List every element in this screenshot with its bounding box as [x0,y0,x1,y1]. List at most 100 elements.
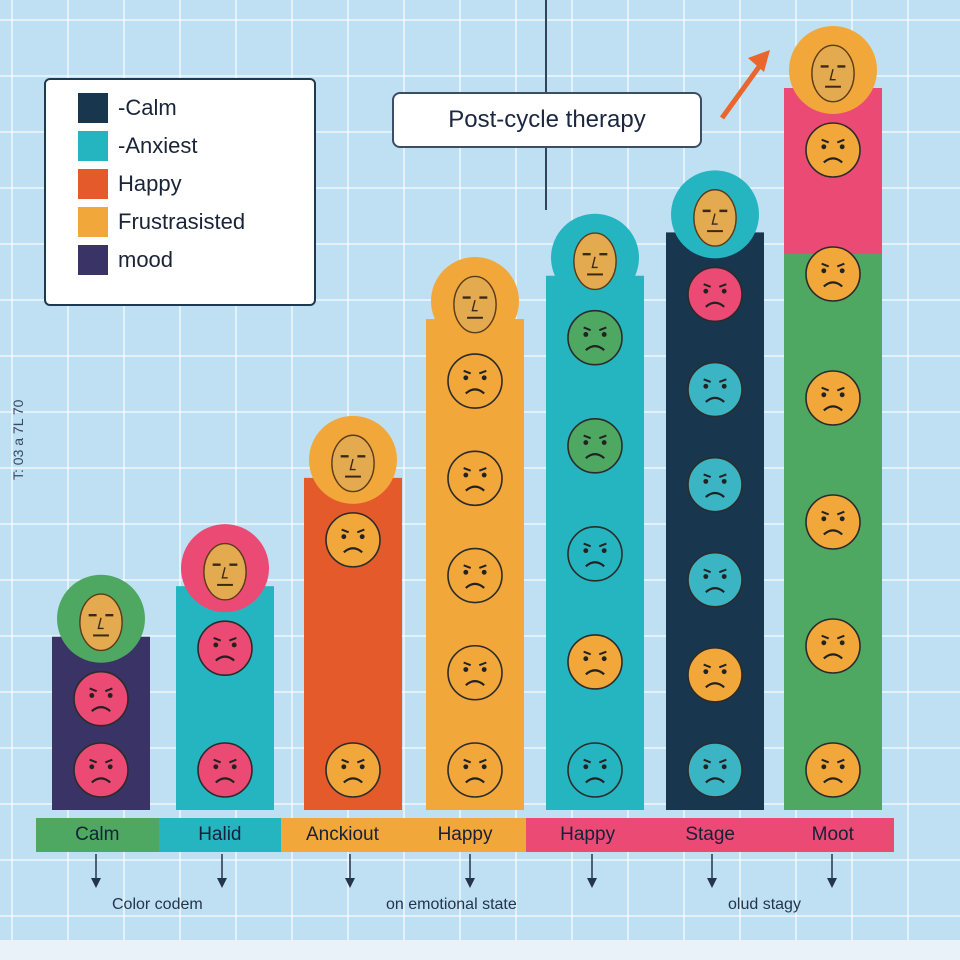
emoji-brow [213,636,237,642]
emoji-eye [703,669,709,675]
avatar-2 [181,524,269,613]
emoji-mouth [585,561,605,568]
emoji-eye [821,144,827,150]
emoji-brow [821,634,845,640]
legend-label: -Anxiest [118,133,198,158]
emoji-eye [601,656,607,662]
emoji-eye [481,375,487,381]
emoji-face [325,742,381,798]
emoji-eye [359,534,365,540]
emoji-eye [213,764,219,770]
category-label: Halid [158,818,282,852]
emoji-face-icon [197,742,253,798]
emoji-face-icon [73,670,129,727]
footer-left: Color codem [112,896,203,913]
emoji-face-icon [567,417,623,474]
emoji-mouth [91,705,111,712]
emoji-face [447,742,503,798]
emoji-brow [703,663,727,669]
emoji-eye [703,764,709,770]
emoji-mouth [465,388,485,395]
emoji-eye [213,642,219,648]
emoji-face [805,370,861,426]
emoji-eye [821,392,827,398]
footer-right: olud stagy [728,896,801,913]
emoji-eye [463,569,469,575]
emoji-brow [703,473,727,479]
emoji-brow [583,650,607,656]
emoji-brow [583,326,607,332]
category-label: Happy [403,818,527,852]
emoji-face-icon [447,547,503,604]
emoji-eye [601,440,607,445]
emoji-face-icon [567,526,623,582]
emoji-mouth [585,669,605,676]
avatar-head [811,44,855,103]
emoji-face [567,526,623,582]
avatar-5 [551,213,639,302]
emoji-brow [703,758,727,764]
emoji-mouth [343,547,363,554]
category-label: Anckiout [281,818,404,852]
avatar-nose [591,256,598,269]
avatar-head [573,232,617,291]
emoji-face [687,456,743,513]
emoji-eye [821,268,827,274]
legend-item: Frustrasisted [78,207,245,237]
emoji-face-icon [567,309,623,366]
emoji-eye [721,764,727,770]
emoji-mouth [585,453,605,460]
emoji-brow [341,528,365,534]
legend-item: mood [78,245,173,275]
emoji-eye [721,669,727,675]
emoji-eye [839,640,845,646]
avatar-nose [711,213,718,225]
emoji-brow [821,138,845,144]
down-arrow-head-icon [345,878,355,888]
emoji-eye [481,569,487,575]
avatar-nose [349,458,356,471]
emoji-eye [839,392,845,398]
emoji-eye [721,478,727,484]
emoji-eye [231,642,237,648]
emoji-face-icon [447,450,503,507]
emoji-mouth [823,157,843,164]
emoji-eye [341,534,347,540]
down-arrow-head-icon [217,878,227,888]
legend-swatch-happy [78,169,108,199]
bottom-band [0,940,960,960]
category-label: Calm [36,818,159,852]
down-arrow-head-icon [465,878,475,888]
emoji-face [325,512,381,568]
emoji-eye [107,693,113,698]
avatar-7 [789,26,877,114]
emoji-face [447,547,503,604]
emoji-face-icon [805,122,861,178]
avatar-nose [471,299,478,312]
down-arrow-head-icon [91,878,101,888]
emoji-eye [359,764,365,770]
category-label: Moot [771,818,895,852]
emoji-face-icon [805,370,861,426]
emoji-eye [601,548,607,554]
avatar-head [79,593,123,652]
emoji-face-icon [447,742,503,798]
down-arrow-head-icon [707,878,717,888]
emoji-mouth [705,587,725,594]
emoji-eye [601,332,607,337]
emoji-eye [481,667,487,672]
emoji-face [73,742,129,798]
emoji-brow [821,510,845,516]
emoji-eye [839,268,845,274]
emoji-brow [213,758,237,764]
emoji-eye [721,288,727,294]
emoji-eye [341,764,347,770]
emoji-eye [89,693,95,698]
emoji-face [567,742,623,798]
emoji-face-icon [197,620,253,676]
emoji-face [567,634,623,690]
avatar-3 [309,415,397,504]
emoji-brow [463,758,487,764]
emoji-eye [463,375,469,381]
emoji-face [805,742,861,798]
